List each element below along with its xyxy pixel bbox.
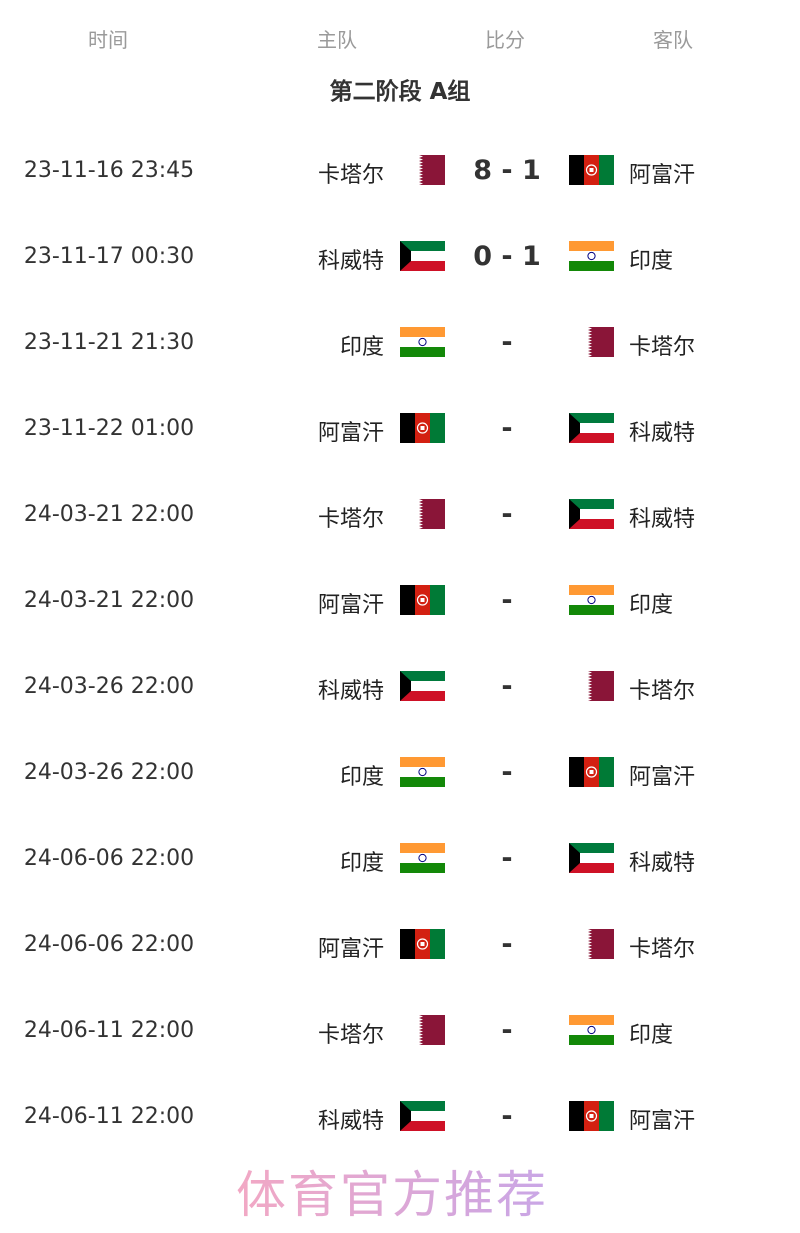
afghanistan-flag-icon [400, 585, 445, 619]
match-time: 23-11-22 01:00 [23, 416, 195, 441]
match-score: - [501, 929, 513, 960]
header-away: 客队 [653, 28, 693, 52]
match-row[interactable]: 24-06-11 22:00 卡塔尔 - 印度 [0, 1010, 800, 1050]
group-title: 第二阶段 A组 [329, 79, 471, 105]
header-time: 时间 [88, 28, 128, 52]
match-time: 24-03-26 22:00 [23, 674, 195, 699]
match-score: 8 - 1 [473, 155, 541, 186]
afghanistan-flag-icon [569, 155, 614, 189]
qatar-flag-icon [582, 929, 614, 963]
match-row[interactable]: 24-06-11 22:00 科威特 - 阿富汗 [0, 1096, 800, 1136]
india-flag-icon [569, 585, 614, 619]
home-team: 卡塔尔 [317, 163, 384, 188]
match-time: 23-11-21 21:30 [23, 330, 195, 355]
match-score: - [501, 413, 513, 444]
home-team: 阿富汗 [317, 593, 384, 618]
qatar-flag-icon [413, 499, 445, 533]
away-team: 阿富汗 [629, 1109, 696, 1134]
match-time: 24-03-26 22:00 [23, 760, 195, 785]
away-team: 卡塔尔 [629, 679, 696, 704]
match-row[interactable]: 24-03-26 22:00 印度 - 阿富汗 [0, 752, 800, 792]
india-flag-icon [569, 241, 614, 275]
home-team: 科威特 [317, 679, 384, 704]
match-row[interactable]: 24-03-26 22:00 科威特 - 卡塔尔 [0, 666, 800, 706]
afghanistan-flag-icon [400, 929, 445, 963]
match-row[interactable]: 24-03-21 22:00 阿富汗 - 印度 [0, 580, 800, 620]
kuwait-flag-icon [569, 413, 614, 447]
away-team: 阿富汗 [629, 163, 696, 188]
watermark: 体育官方推荐 [236, 1166, 548, 1224]
home-team: 科威特 [317, 1109, 384, 1134]
match-row[interactable]: 23-11-22 01:00 阿富汗 - 科威特 [0, 408, 800, 448]
home-team: 科威特 [317, 249, 384, 274]
match-row[interactable]: 24-03-21 22:00 卡塔尔 - 科威特 [0, 494, 800, 534]
away-team: 印度 [629, 593, 674, 618]
match-score: - [501, 757, 513, 788]
afghanistan-flag-icon [400, 413, 445, 447]
home-team: 印度 [339, 765, 384, 790]
afghanistan-flag-icon [569, 1101, 614, 1135]
kuwait-flag-icon [569, 843, 614, 877]
qatar-flag-icon [582, 671, 614, 705]
kuwait-flag-icon [569, 499, 614, 533]
away-team: 印度 [629, 1023, 674, 1048]
kuwait-flag-icon [400, 671, 445, 705]
header-home: 主队 [317, 28, 357, 52]
away-team: 科威特 [629, 507, 696, 532]
match-row[interactable]: 24-06-06 22:00 印度 - 科威特 [0, 838, 800, 878]
away-team: 科威特 [629, 421, 696, 446]
home-team: 阿富汗 [317, 421, 384, 446]
match-time: 24-03-21 22:00 [23, 588, 195, 613]
match-time: 24-06-06 22:00 [23, 846, 195, 871]
match-time: 23-11-17 00:30 [23, 244, 195, 269]
match-score: - [501, 1015, 513, 1046]
match-row[interactable]: 23-11-21 21:30 印度 - 卡塔尔 [0, 322, 800, 362]
header-score: 比分 [485, 28, 525, 52]
match-row[interactable]: 23-11-16 23:45 卡塔尔 8 - 1 阿富汗 [0, 150, 800, 190]
match-score: - [501, 1101, 513, 1132]
match-row[interactable]: 24-06-06 22:00 阿富汗 - 卡塔尔 [0, 924, 800, 964]
kuwait-flag-icon [400, 241, 445, 275]
match-time: 24-06-11 22:00 [23, 1018, 195, 1043]
match-score: - [501, 843, 513, 874]
away-team: 阿富汗 [629, 765, 696, 790]
india-flag-icon [569, 1015, 614, 1049]
qatar-flag-icon [413, 1015, 445, 1049]
match-time: 24-06-11 22:00 [23, 1104, 195, 1129]
kuwait-flag-icon [400, 1101, 445, 1135]
away-team: 卡塔尔 [629, 335, 696, 360]
away-team: 科威特 [629, 851, 696, 876]
match-time: 24-06-06 22:00 [23, 932, 195, 957]
home-team: 卡塔尔 [317, 1023, 384, 1048]
match-score: 0 - 1 [473, 241, 541, 272]
home-team: 印度 [339, 851, 384, 876]
home-team: 阿富汗 [317, 937, 384, 962]
india-flag-icon [400, 327, 445, 361]
qatar-flag-icon [582, 327, 614, 361]
match-score: - [501, 327, 513, 358]
match-row[interactable]: 23-11-17 00:30 科威特 0 - 1 印度 [0, 236, 800, 276]
match-score: - [501, 671, 513, 702]
match-score: - [501, 499, 513, 530]
match-time: 23-11-16 23:45 [23, 158, 195, 183]
india-flag-icon [400, 843, 445, 877]
home-team: 印度 [339, 335, 384, 360]
away-team: 卡塔尔 [629, 937, 696, 962]
india-flag-icon [400, 757, 445, 791]
away-team: 印度 [629, 249, 674, 274]
afghanistan-flag-icon [569, 757, 614, 791]
home-team: 卡塔尔 [317, 507, 384, 532]
match-score: - [501, 585, 513, 616]
match-time: 24-03-21 22:00 [23, 502, 195, 527]
qatar-flag-icon [413, 155, 445, 189]
